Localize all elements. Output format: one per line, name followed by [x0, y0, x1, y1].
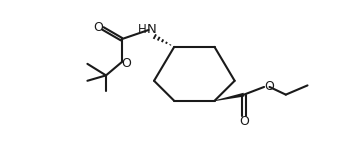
Text: O: O [93, 21, 103, 34]
Text: H: H [138, 24, 146, 36]
Text: O: O [264, 80, 274, 93]
Text: O: O [121, 57, 131, 70]
Text: O: O [239, 115, 249, 128]
Polygon shape [214, 93, 244, 101]
Text: N: N [147, 24, 157, 36]
